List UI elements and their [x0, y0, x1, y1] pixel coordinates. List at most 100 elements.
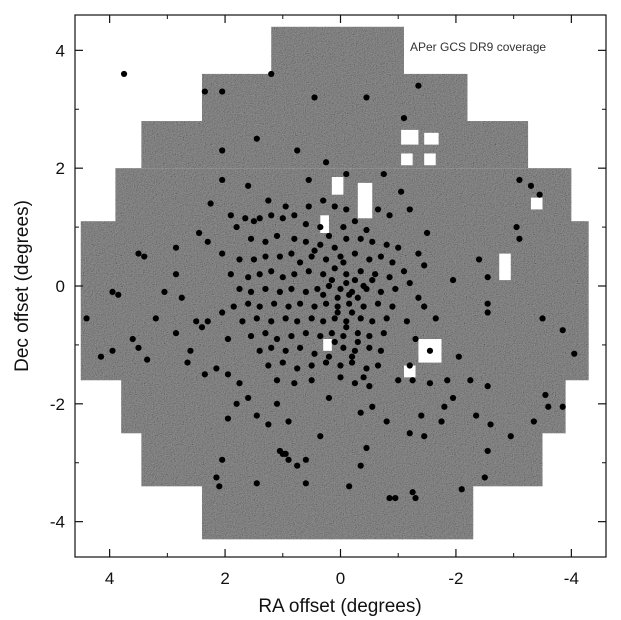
- data-point: [372, 271, 379, 278]
- data-point: [377, 253, 385, 260]
- data-point: [322, 159, 330, 166]
- data-point: [109, 347, 116, 354]
- data-point: [204, 318, 211, 325]
- data-point: [296, 259, 304, 266]
- data-point: [406, 430, 413, 437]
- data-point: [253, 135, 260, 142]
- coverage-gap: [357, 182, 373, 219]
- coverage-tile: [201, 483, 474, 540]
- data-point: [201, 88, 208, 95]
- coverage-tile: [201, 73, 468, 127]
- data-point: [308, 377, 315, 384]
- data-point: [366, 256, 373, 263]
- data-point: [334, 303, 341, 310]
- data-point: [334, 309, 341, 316]
- data-point: [245, 300, 252, 307]
- data-point: [337, 253, 344, 260]
- data-point: [224, 371, 232, 378]
- data-point: [320, 318, 327, 325]
- data-point: [135, 344, 142, 351]
- data-point: [346, 291, 353, 298]
- data-point: [282, 315, 289, 322]
- data-point: [426, 380, 434, 387]
- data-point: [224, 415, 232, 422]
- data-point: [421, 303, 428, 310]
- data-point: [227, 271, 234, 278]
- data-point: [302, 238, 309, 245]
- data-point: [247, 235, 255, 242]
- data-point: [172, 330, 180, 337]
- data-point: [273, 232, 281, 240]
- data-point: [276, 253, 283, 260]
- data-point: [406, 206, 413, 213]
- data-point: [415, 82, 422, 89]
- data-point: [187, 347, 194, 354]
- data-point: [409, 377, 416, 384]
- data-point: [412, 335, 419, 343]
- data-point: [357, 315, 364, 322]
- data-point: [245, 274, 252, 281]
- data-point: [311, 247, 318, 254]
- data-point: [513, 223, 520, 231]
- data-point: [331, 203, 338, 210]
- data-point: [357, 409, 364, 416]
- data-point: [415, 250, 422, 257]
- y-axis-label: Dec offset (degrees): [12, 200, 33, 372]
- data-point: [374, 362, 382, 369]
- coverage-area: [80, 26, 589, 540]
- coverage-gap: [401, 129, 419, 145]
- data-point: [322, 359, 330, 366]
- data-point: [481, 474, 488, 481]
- data-point: [285, 418, 292, 425]
- x-tick-label: -2: [448, 569, 463, 588]
- data-point: [539, 315, 546, 322]
- data-point: [409, 489, 416, 496]
- data-point: [331, 338, 338, 346]
- coverage-gap: [424, 132, 439, 145]
- data-point: [351, 277, 359, 284]
- data-point: [369, 277, 376, 284]
- data-point: [294, 147, 301, 154]
- data-point: [415, 294, 422, 301]
- data-point: [354, 338, 361, 346]
- data-point: [250, 218, 258, 225]
- data-point: [311, 303, 318, 310]
- data-point: [233, 223, 240, 231]
- data-point: [236, 380, 243, 387]
- data-point: [400, 114, 408, 122]
- data-point: [484, 447, 491, 455]
- data-point: [346, 483, 353, 490]
- data-point: [386, 212, 393, 219]
- data-point: [305, 203, 312, 210]
- data-point: [317, 241, 324, 248]
- data-point: [236, 256, 243, 263]
- data-point: [357, 268, 364, 275]
- data-point: [328, 330, 335, 337]
- data-point: [346, 300, 353, 307]
- data-point: [412, 494, 419, 502]
- data-point: [392, 494, 399, 502]
- data-point: [487, 421, 494, 428]
- data-point: [109, 288, 116, 295]
- coverage-gap: [424, 153, 436, 166]
- data-point: [219, 176, 226, 184]
- coverage-gap: [320, 215, 329, 233]
- data-point: [219, 456, 226, 463]
- data-point: [268, 70, 275, 78]
- data-point: [279, 215, 286, 222]
- data-point: [340, 344, 347, 351]
- coverage-annotation: APer GCS DR9 coverage: [410, 40, 546, 54]
- data-point: [268, 268, 275, 275]
- data-point: [366, 383, 373, 390]
- data-point: [571, 350, 578, 357]
- data-point: [265, 362, 272, 369]
- data-point: [484, 309, 491, 316]
- data-point: [216, 483, 223, 490]
- data-point: [444, 377, 451, 384]
- data-point: [273, 335, 281, 343]
- data-point: [357, 462, 364, 469]
- data-point: [383, 418, 390, 425]
- data-point: [343, 318, 350, 325]
- data-point: [308, 253, 315, 260]
- data-point: [348, 309, 356, 316]
